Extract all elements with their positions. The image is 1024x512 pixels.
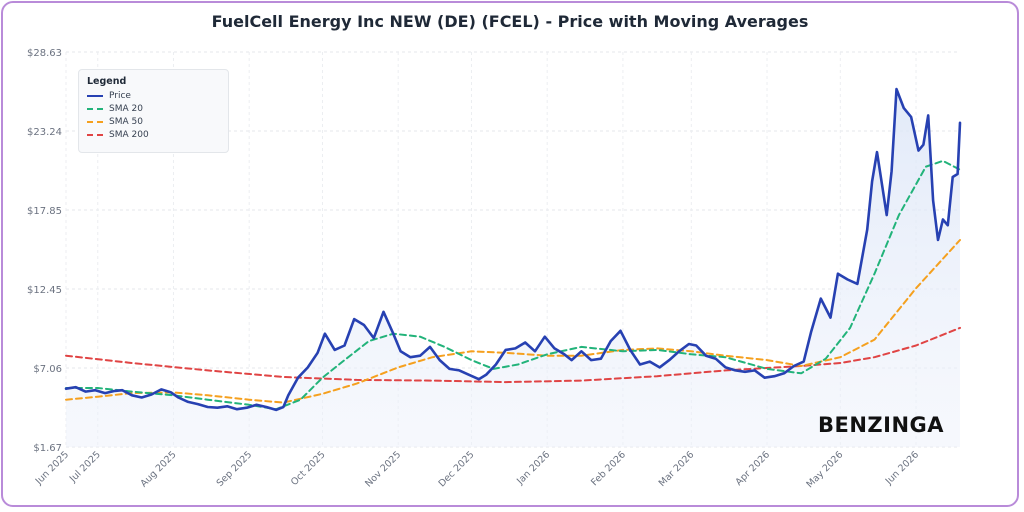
x-tick-label: Sep 2025 [215,449,255,489]
legend-label-price: Price [109,91,131,101]
x-tick-label: Jun 2026 [883,449,921,487]
x-tick-label: Dec 2025 [437,449,477,489]
y-tick-label: $1.67 [33,443,62,454]
x-tick-label: Jun 2025 [33,449,71,487]
y-tick-label: $7.06 [33,364,62,375]
series-line-sma-20 [65,159,961,411]
legend-item-sma50: SMA 50 [87,116,143,128]
legend-title: Legend [87,76,127,87]
legend-swatch-price [87,95,103,97]
x-tick-label: Apr 2026 [734,449,773,488]
x-tick-label: Jul 2025 [67,449,103,485]
legend-item-sma20: SMA 20 [87,103,143,115]
y-tick-label: $12.45 [27,285,62,296]
series-line-sma-200 [65,326,961,384]
legend-swatch-sma20 [87,108,103,110]
series-line-sma-50 [65,239,961,404]
legend-item-price: Price [87,90,131,102]
x-tick-label: Jan 2026 [514,449,552,487]
x-tick-label: Aug 2025 [138,449,178,489]
legend-label-sma20: SMA 20 [109,104,143,114]
x-tick-label: Oct 2025 [289,449,328,488]
price-area-fill [66,89,960,447]
legend-label-sma200: SMA 200 [109,130,149,140]
legend: Legend Price SMA 20 SMA 50 SMA 200 [78,69,229,153]
x-tick-label: Feb 2026 [589,449,628,488]
y-tick-label: $17.85 [27,206,62,217]
benzinga-logo: BENZINGA [818,413,945,437]
legend-item-sma200: SMA 200 [87,129,149,141]
chart-title: FuelCell Energy Inc NEW (DE) (FCEL) - Pr… [211,12,809,31]
legend-swatch-sma200 [87,134,103,136]
legend-label-sma50: SMA 50 [109,117,143,127]
x-tick-label: May 2026 [805,449,846,490]
series-line-price [64,87,962,412]
y-tick-label: $23.24 [27,127,62,138]
x-tick-label: Nov 2025 [363,449,403,489]
y-tick-label: $28.63 [27,48,62,59]
x-tick-label: Mar 2026 [657,449,697,489]
legend-swatch-sma50 [87,121,103,123]
